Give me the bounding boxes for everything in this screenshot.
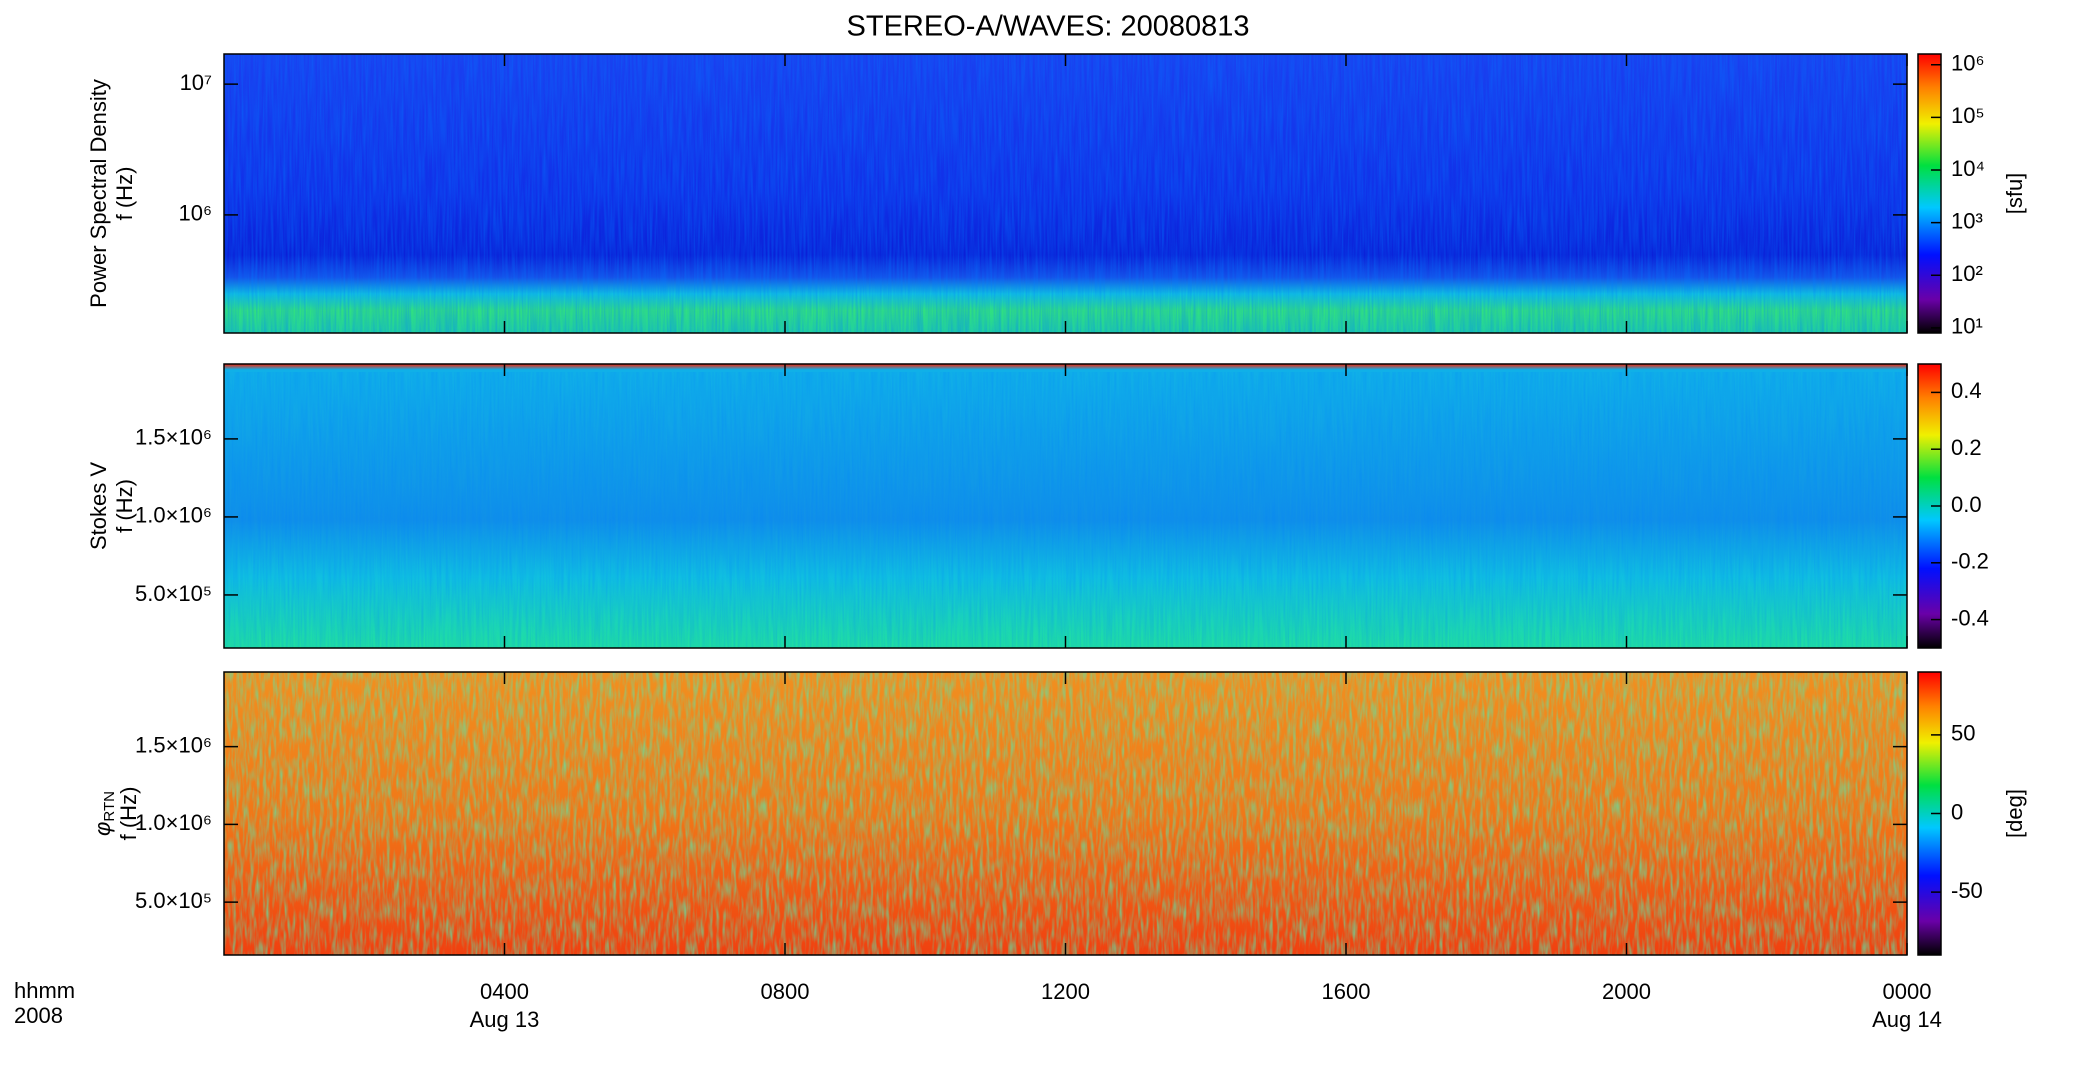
- x-tick-label: 0400: [480, 979, 529, 1004]
- y-axis-label: Power Spectral Density: [86, 79, 111, 308]
- y-axis-label: f (Hz): [116, 787, 141, 841]
- x-tick-label: 2000: [1602, 979, 1651, 1004]
- y-axis-subscript: RTN: [101, 791, 118, 822]
- heatmap-texture: [224, 672, 1907, 955]
- y-axis-label: f (Hz): [112, 479, 137, 533]
- y-tick-label: 10⁷: [180, 70, 212, 95]
- colorbar-tick-label: 10²: [1951, 261, 1983, 286]
- x-tick-label: 0800: [761, 979, 810, 1004]
- y-tick-label: 1.5×10⁶: [135, 425, 212, 450]
- colorbar-label: [deg]: [2002, 789, 2027, 838]
- colorbar-tick-label: 10⁴: [1951, 156, 1985, 181]
- y-axis-label: φRTN: [90, 791, 118, 836]
- x-tick-label: 0000: [1883, 979, 1932, 1004]
- colorbar-tick-label: 0.2: [1951, 435, 1982, 460]
- colorbar-tick-label: 0.4: [1951, 378, 1982, 403]
- y-tick-label: 1.0×10⁶: [135, 503, 212, 528]
- colorbar-tick-label: 10⁶: [1951, 51, 1985, 76]
- y-tick-label: 5.0×10⁵: [135, 888, 212, 913]
- x-tick-label: 1200: [1041, 979, 1090, 1004]
- y-axis-label: Stokes V: [86, 462, 111, 550]
- colorbar-tick-label: -0.2: [1951, 549, 1989, 574]
- colorbar-tick-label: 0: [1951, 799, 1963, 824]
- colorbar-tick-label: 50: [1951, 721, 1975, 746]
- y-tick-label: 5.0×10⁵: [135, 581, 212, 606]
- colorbar-label: [sfu]: [2002, 173, 2027, 215]
- y-axis-symbol: φ: [90, 822, 115, 836]
- chart-title: STEREO-A/WAVES: 20080813: [847, 11, 1250, 43]
- heatmap-texture: [224, 372, 1907, 648]
- y-tick-label: 10⁶: [178, 201, 212, 226]
- x-axis-label: hhmm: [14, 978, 75, 1003]
- x-tick-label: 1600: [1322, 979, 1371, 1004]
- heatmap-texture: [224, 54, 1907, 333]
- x-axis-label: 2008: [14, 1003, 63, 1028]
- colorbar: [1917, 53, 1942, 334]
- colorbar-tick-label: 10³: [1951, 208, 1983, 233]
- colorbar-tick-label: -0.4: [1951, 605, 1989, 630]
- x-date-label: Aug 13: [470, 1007, 540, 1032]
- colorbar-tick-label: 0.0: [1951, 492, 1982, 517]
- y-tick-label: 1.5×10⁶: [135, 732, 212, 757]
- colorbar-tick-label: 10⁵: [1951, 103, 1985, 128]
- colorbar-tick-label: -50: [1951, 878, 1983, 903]
- colorbar-tick-label: 10¹: [1951, 314, 1983, 339]
- x-date-label: Aug 14: [1872, 1007, 1942, 1032]
- y-axis-label: f (Hz): [112, 167, 137, 221]
- y-tick-label: 1.0×10⁶: [135, 810, 212, 835]
